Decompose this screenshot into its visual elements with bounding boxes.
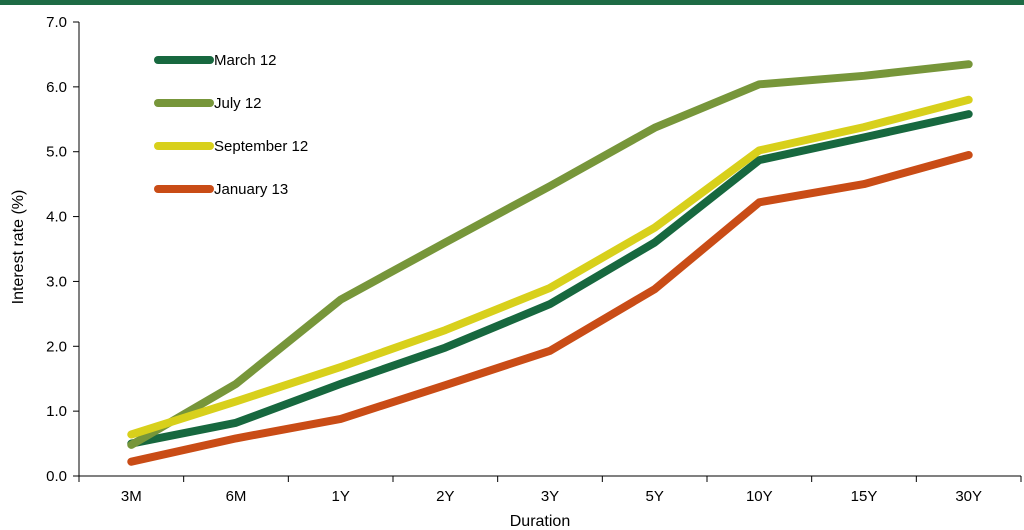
- x-tick-label: 15Y: [851, 488, 878, 505]
- x-tick-label: 1Y: [331, 488, 349, 505]
- series-lines: [127, 60, 973, 466]
- series-line-january-13: [127, 151, 973, 466]
- header-band: [0, 0, 1024, 5]
- y-tick-label: 0.0: [46, 468, 67, 485]
- x-axis-title: Duration: [510, 513, 570, 530]
- legend-label: July 12: [214, 95, 262, 112]
- x-tick-label: 5Y: [645, 488, 663, 505]
- y-tick-label: 4.0: [46, 209, 67, 226]
- series-line-july-12: [127, 60, 973, 449]
- y-tick-label: 2.0: [46, 338, 67, 355]
- y-axis-title: Interest rate (%): [10, 190, 27, 305]
- y-tick-label: 1.0: [46, 403, 67, 420]
- x-tick-label: 30Y: [955, 488, 982, 505]
- x-tick-label: 3M: [121, 488, 142, 505]
- y-axis-ticks: 0.0 1.0 2.0 3.0 4.0 5.0 6.0 7.0: [46, 14, 79, 485]
- x-tick-label: 3Y: [541, 488, 559, 505]
- legend-label: January 13: [214, 181, 288, 198]
- y-tick-label: 6.0: [46, 79, 67, 96]
- x-tick-label: 6M: [226, 488, 247, 505]
- y-tick-label: 5.0: [46, 144, 67, 161]
- series-line-september-12: [127, 95, 973, 439]
- legend: March 12 July 12 September 12 January 13: [154, 52, 308, 198]
- y-tick-label: 3.0: [46, 273, 67, 290]
- legend-label: March 12: [214, 52, 277, 69]
- y-tick-label: 7.0: [46, 14, 67, 31]
- legend-label: September 12: [214, 138, 308, 155]
- axes: [78, 22, 1021, 477]
- x-tick-label: 2Y: [436, 488, 454, 505]
- x-tick-label: 10Y: [746, 488, 773, 505]
- series-line-march-12: [127, 110, 973, 448]
- x-axis-ticks: 3M 6M 1Y 2Y 3Y 5Y 10Y 15Y 30Y: [78, 476, 1022, 505]
